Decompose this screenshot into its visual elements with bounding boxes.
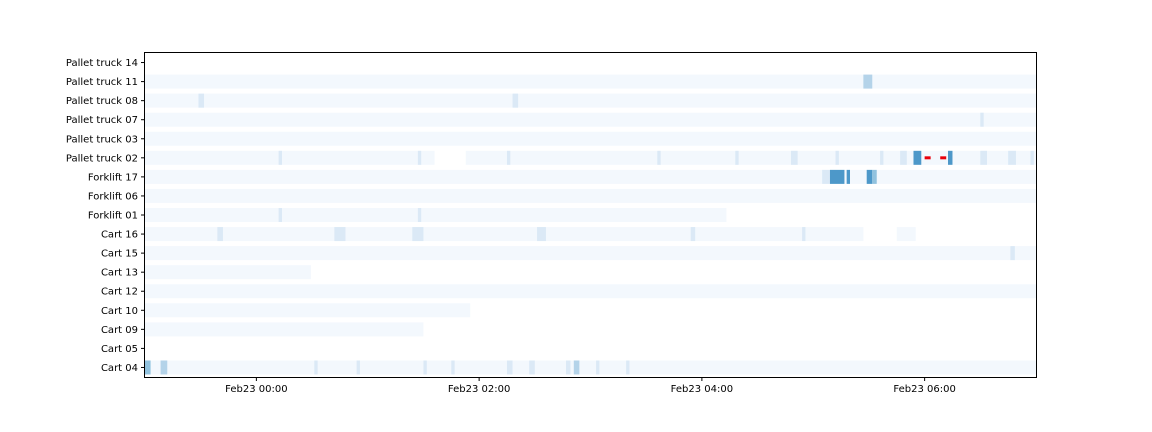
heat-cell bbox=[657, 150, 661, 165]
heat-cell bbox=[980, 150, 987, 165]
heat-cell bbox=[465, 150, 1036, 165]
y-tick-label: Cart 09 bbox=[101, 325, 138, 336]
heat-cell bbox=[145, 303, 471, 318]
y-tick-label: Cart 05 bbox=[101, 344, 138, 355]
y-tick-label: Pallet truck 07 bbox=[66, 115, 138, 126]
heat-cell bbox=[145, 284, 1036, 299]
heat-cell bbox=[913, 150, 922, 165]
heat-cell bbox=[145, 169, 1036, 184]
heat-cell bbox=[529, 360, 535, 375]
heat-cell bbox=[145, 150, 435, 165]
heat-cell bbox=[278, 208, 282, 222]
heat-cell bbox=[198, 93, 205, 108]
heat-cell bbox=[506, 360, 513, 375]
heat-cell bbox=[145, 188, 1036, 203]
heat-cell bbox=[735, 150, 739, 165]
heat-cell bbox=[417, 208, 422, 222]
heat-cell bbox=[690, 227, 696, 242]
y-tick-label: Pallet truck 03 bbox=[66, 134, 138, 145]
heat-cell bbox=[835, 150, 839, 165]
heat-cell bbox=[948, 150, 953, 165]
heat-cell bbox=[145, 360, 151, 375]
y-tick-label: Cart 15 bbox=[101, 249, 138, 260]
heat-cell bbox=[217, 227, 223, 242]
x-tick-label: Feb23 04:00 bbox=[671, 384, 733, 395]
heat-cell bbox=[566, 360, 571, 375]
y-tick-label: Cart 10 bbox=[101, 306, 138, 317]
y-tick-label: Pallet truck 14 bbox=[66, 58, 138, 69]
heat-cell bbox=[1010, 246, 1015, 261]
y-tick-label: Pallet truck 11 bbox=[66, 77, 138, 88]
heat-cell bbox=[417, 150, 422, 165]
y-tick-label: Forklift 17 bbox=[88, 172, 138, 183]
heat-cell bbox=[866, 169, 873, 184]
x-tick-label: Feb23 02:00 bbox=[448, 384, 510, 395]
heat-cell bbox=[145, 93, 1036, 108]
heat-cell bbox=[145, 227, 864, 242]
heat-cell bbox=[145, 208, 727, 222]
heat-cell bbox=[822, 169, 830, 184]
heat-cell bbox=[573, 360, 580, 375]
heat-cell bbox=[314, 360, 318, 375]
heat-cell bbox=[278, 150, 282, 165]
y-tick-label: Pallet truck 08 bbox=[66, 96, 138, 107]
heat-cell bbox=[145, 265, 311, 280]
heat-cell bbox=[596, 360, 600, 375]
heat-cell bbox=[880, 150, 884, 165]
heat-cell bbox=[846, 169, 850, 184]
heat-cell bbox=[145, 112, 1036, 127]
heat-cell bbox=[506, 150, 511, 165]
heat-cell bbox=[512, 93, 519, 108]
heat-cell bbox=[863, 74, 873, 89]
heat-cell bbox=[790, 150, 798, 165]
heat-cell bbox=[145, 322, 424, 337]
y-tick-label: Cart 16 bbox=[101, 230, 138, 241]
x-axis: Feb23 00:00 Feb23 02:00 Feb23 04:00 Feb23 0… bbox=[225, 377, 956, 395]
heat-cell bbox=[423, 360, 427, 375]
heat-cell bbox=[802, 227, 806, 242]
heat-cell bbox=[1030, 150, 1034, 165]
heat-cell bbox=[896, 227, 916, 242]
y-tick-label: Cart 12 bbox=[101, 287, 138, 298]
heat-cell bbox=[872, 169, 877, 184]
heat-cell bbox=[451, 360, 455, 375]
heat-cell bbox=[537, 227, 546, 242]
heat-cell bbox=[160, 360, 168, 375]
heat-cell bbox=[334, 227, 346, 242]
heat-cell bbox=[829, 169, 845, 184]
y-axis: Pallet truck 14 Pallet truck 11 Pallet tru… bbox=[66, 58, 145, 374]
heat-cell bbox=[356, 360, 360, 375]
heat-cell bbox=[980, 112, 984, 127]
plot-area bbox=[145, 74, 1036, 375]
heat-cell bbox=[626, 360, 630, 375]
heat-cell bbox=[900, 150, 907, 165]
y-tick-label: Pallet truck 02 bbox=[66, 153, 138, 164]
heat-cell bbox=[145, 74, 1036, 89]
x-tick-label: Feb23 06:00 bbox=[893, 384, 955, 395]
y-tick-label: Forklift 06 bbox=[88, 191, 138, 202]
heat-cell bbox=[145, 131, 1036, 146]
heat-cell bbox=[412, 227, 424, 242]
heat-cell bbox=[1008, 150, 1016, 165]
heat-cell bbox=[145, 246, 1036, 261]
y-tick-label: Cart 04 bbox=[101, 363, 138, 374]
y-tick-label: Forklift 01 bbox=[88, 211, 138, 222]
x-tick-label: Feb23 00:00 bbox=[225, 384, 287, 395]
y-tick-label: Cart 13 bbox=[101, 268, 138, 279]
heat-cell bbox=[145, 360, 1036, 375]
